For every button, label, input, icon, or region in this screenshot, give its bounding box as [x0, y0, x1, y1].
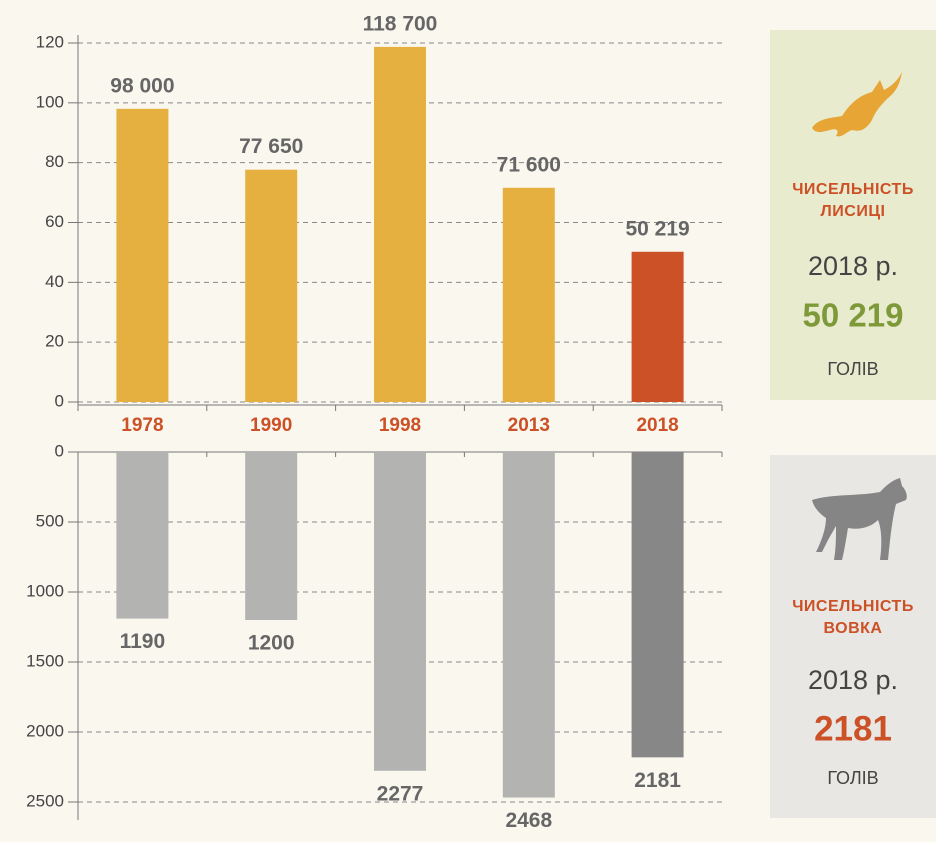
value-label: 1200 [248, 632, 295, 655]
y-tick-label: 100 [36, 92, 64, 111]
y-tick-label: 0 [55, 391, 64, 410]
panel-title: ЧИСЕЛЬНІСТЬ [792, 598, 914, 615]
bar [631, 251, 684, 402]
y-tick-label: 1500 [26, 651, 64, 670]
value-label: 71 600 [497, 153, 561, 176]
value-label: 50 219 [625, 217, 689, 240]
bar [374, 452, 426, 771]
bar [502, 187, 555, 402]
value-label: 77 650 [239, 135, 303, 158]
bar [502, 452, 555, 798]
panel-title: ВОВКА [824, 620, 883, 637]
value-label: 2277 [377, 782, 424, 805]
wolf-icon [812, 478, 907, 560]
value-label: 118 700 [363, 12, 438, 35]
value-label: 2181 [634, 769, 681, 792]
y-tick-label: 40 [45, 272, 64, 291]
bar [374, 46, 426, 403]
x-tick-label: 1990 [250, 415, 292, 436]
y-tick-label: 60 [45, 212, 64, 231]
x-tick-label: 1998 [379, 415, 421, 436]
y-tick-label: 80 [45, 152, 64, 171]
x-tick-label: 1978 [121, 415, 163, 436]
panel-number: 2181 [814, 709, 892, 748]
bar [116, 452, 169, 619]
panel-year: 2018 р. [808, 251, 898, 281]
bar [116, 108, 169, 403]
y-tick-label: 0 [55, 441, 64, 460]
panel-unit: ГОЛІВ [827, 359, 878, 379]
panel-title: ЛИСИЦІ [821, 203, 886, 220]
y-tick-label: 2000 [26, 721, 64, 740]
fox-icon [812, 72, 902, 137]
fox-panel [770, 30, 936, 400]
panel-number: 50 219 [803, 297, 904, 334]
y-tick-label: 20 [45, 332, 64, 351]
panel-title: ЧИСЕЛЬНІСТЬ [792, 181, 914, 198]
bar [245, 169, 298, 402]
value-label: 98 000 [110, 74, 174, 97]
y-tick-label: 1000 [26, 581, 64, 600]
bar [631, 452, 684, 758]
x-tick-label: 2018 [636, 415, 678, 436]
panel-year: 2018 р. [808, 665, 898, 695]
y-tick-label: 2500 [26, 791, 64, 810]
bar [245, 452, 298, 620]
panel-unit: ГОЛІВ [827, 768, 878, 788]
y-tick-label: 500 [36, 511, 64, 530]
y-tick-label: 120 [36, 32, 64, 51]
value-label: 1190 [120, 630, 166, 653]
value-label: 2468 [505, 809, 552, 832]
x-tick-label: 2013 [508, 415, 550, 436]
